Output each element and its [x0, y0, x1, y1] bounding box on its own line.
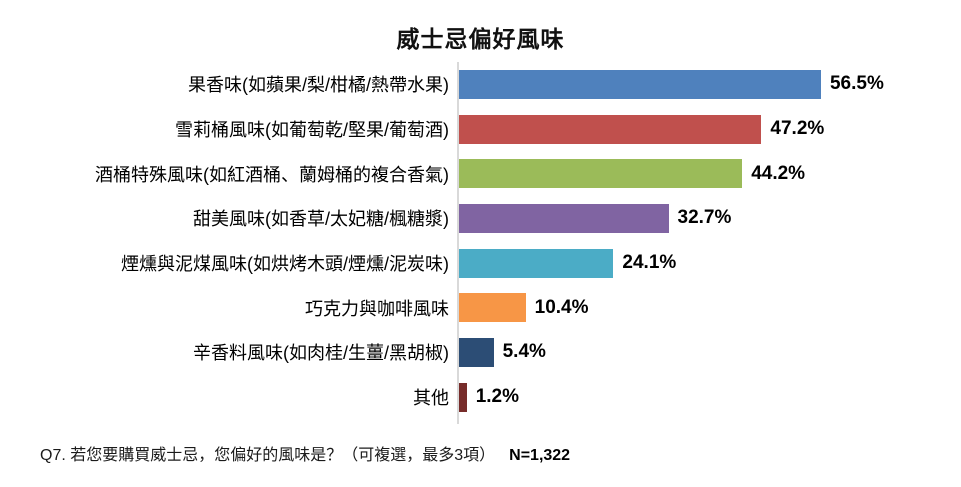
bar-row: 酒桶特殊風味(如紅酒桶、蘭姆桶的複合香氣) 44.2% [0, 151, 961, 196]
y-axis-line [457, 62, 459, 424]
bar-plot-cell: 1.2% [459, 382, 961, 412]
value-label: 56.5% [829, 73, 884, 95]
value-label: 44.2% [751, 162, 806, 184]
bar-row: 巧克力與咖啡風味 10.4% [0, 285, 961, 330]
value-label: 5.4% [502, 341, 546, 363]
bar [459, 203, 669, 233]
bar-chart-area: 果香味(如蘋果/梨/柑橘/熱帶水果) 56.5% 雪莉桶風味(如葡萄乾/堅果/葡… [0, 62, 961, 420]
bar [459, 69, 821, 99]
category-label: 煙燻與泥煤風味(如烘烤木頭/煙燻/泥炭味) [121, 254, 449, 275]
survey-question: Q7. 若您要購買威士忌，您偏好的風味是？（可複選，最多3項） [40, 447, 496, 464]
chart-title: 威士忌偏好風味 [396, 26, 565, 52]
bar-row: 甜美風味(如香草/太妃糖/楓糖漿) 32.7% [0, 196, 961, 241]
sample-size: N=1,322 [509, 447, 571, 464]
value-label: 1.2% [475, 386, 519, 408]
bar [459, 382, 467, 412]
bar-row: 雪莉桶風味(如葡萄乾/堅果/葡萄酒) 47.2% [0, 107, 961, 152]
bar-plot-cell: 47.2% [459, 114, 961, 144]
bar-row: 果香味(如蘋果/梨/柑橘/熱帶水果) 56.5% [0, 62, 961, 107]
value-label: 10.4% [534, 296, 589, 318]
bar [459, 337, 494, 367]
category-label: 果香味(如蘋果/梨/柑橘/熱帶水果) [188, 75, 449, 96]
bar-plot-cell: 32.7% [459, 203, 961, 233]
bar-plot-cell: 10.4% [459, 293, 961, 323]
value-label: 24.1% [622, 252, 677, 274]
bar [459, 293, 526, 323]
bar [459, 248, 614, 278]
bar-plot-cell: 44.2% [459, 159, 961, 189]
chart-footnote: Q7. 若您要購買威士忌，您偏好的風味是？（可複選，最多3項） N=1,322 [40, 441, 570, 465]
category-label: 酒桶特殊風味(如紅酒桶、蘭姆桶的複合香氣) [95, 164, 449, 185]
bar [459, 114, 762, 144]
bar-plot-cell: 5.4% [459, 337, 961, 367]
category-label: 其他 [413, 388, 449, 409]
bar-row: 煙燻與泥煤風味(如烘烤木頭/煙燻/泥炭味) 24.1% [0, 241, 961, 286]
bar-plot-cell: 24.1% [459, 248, 961, 278]
category-label: 雪莉桶風味(如葡萄乾/堅果/葡萄酒) [175, 120, 449, 141]
bar [459, 159, 743, 189]
category-label: 甜美風味(如香草/太妃糖/楓糖漿) [193, 209, 449, 230]
category-label: 辛香料風味(如肉桂/生薑/黑胡椒) [193, 343, 449, 364]
bar-plot-cell: 56.5% [459, 69, 961, 99]
bar-row: 辛香料風味(如肉桂/生薑/黑胡椒) 5.4% [0, 330, 961, 375]
value-label: 47.2% [770, 118, 825, 140]
category-label: 巧克力與咖啡風味 [305, 298, 449, 319]
value-label: 32.7% [677, 207, 732, 229]
bar-row: 其他 1.2% [0, 375, 961, 420]
